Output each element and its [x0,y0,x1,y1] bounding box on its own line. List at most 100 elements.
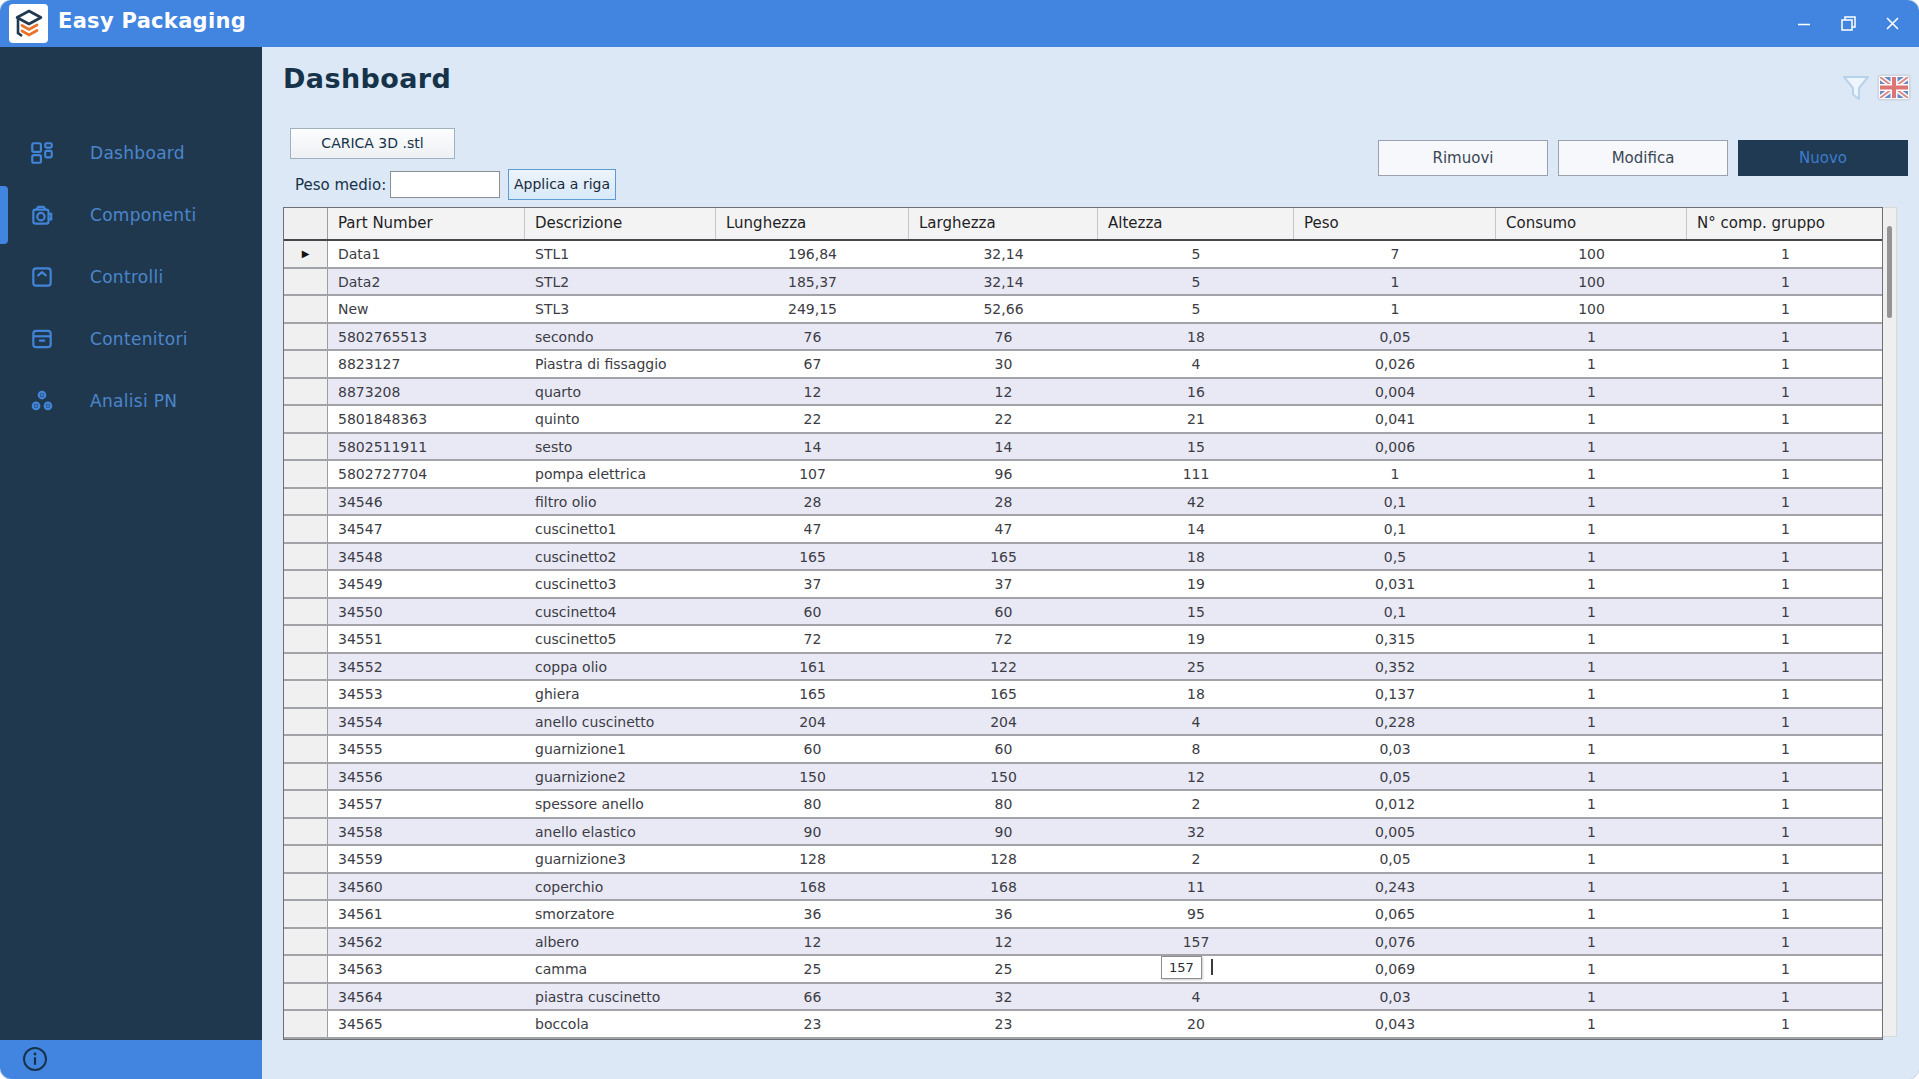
cell-peso[interactable]: 0,006 [1294,434,1496,460]
cell-larghezza[interactable]: 28 [909,489,1098,515]
cell-altezza[interactable]: 16 [1098,379,1294,405]
cell-part-number[interactable]: 34565 [328,1011,525,1037]
cell-altezza[interactable]: 19 [1098,571,1294,597]
cell-lunghezza[interactable]: 90 [716,819,909,845]
cell-lunghezza[interactable]: 196,84 [716,241,909,267]
cell-descrizione[interactable]: piastra cuscinetto [525,984,716,1010]
cell-n-comp-gruppo[interactable]: 1 [1687,901,1884,927]
cell-n-comp-gruppo[interactable]: 1 [1687,956,1884,982]
cell-descrizione[interactable]: coperchio [525,874,716,900]
cell-peso[interactable]: 0,5 [1294,544,1496,570]
cell-altezza[interactable]: 20 [1098,1011,1294,1037]
filter-funnel-icon[interactable] [1839,71,1873,105]
cell-part-number[interactable]: 34547 [328,516,525,542]
cell-altezza[interactable]: 95 [1098,901,1294,927]
cell-n-comp-gruppo[interactable]: 1 [1687,406,1884,432]
cell-n-comp-gruppo[interactable]: 1 [1687,1011,1884,1037]
column-header[interactable]: Descrizione [525,208,716,239]
cell-peso[interactable]: 1 [1294,269,1496,295]
cell-larghezza[interactable]: 22 [909,406,1098,432]
cell-larghezza[interactable]: 168 [909,874,1098,900]
cell-larghezza[interactable]: 165 [909,681,1098,707]
row-header[interactable] [284,599,328,625]
cell-descrizione[interactable]: anello cuscinetto [525,709,716,735]
table-row[interactable]: 5802727704pompa elettrica10796111111 [284,461,1882,489]
row-header[interactable] [284,626,328,652]
table-row[interactable]: 34565boccola2323200,04311 [284,1011,1882,1039]
cell-altezza[interactable]: 4 [1098,351,1294,377]
cell-n-comp-gruppo[interactable]: 1 [1687,736,1884,762]
cell-part-number[interactable]: 34554 [328,709,525,735]
cell-larghezza[interactable]: 150 [909,764,1098,790]
cell-consumo[interactable]: 1 [1496,599,1687,625]
table-row[interactable]: 34564piastra cuscinetto663240,0311 [284,984,1882,1012]
cell-lunghezza[interactable]: 60 [716,599,909,625]
column-header[interactable]: Larghezza [909,208,1098,239]
current-row-indicator[interactable]: ▶ [284,241,328,267]
row-header[interactable] [284,434,328,460]
cell-part-number[interactable]: 34559 [328,846,525,872]
cell-consumo[interactable]: 1 [1496,791,1687,817]
cell-descrizione[interactable]: camma [525,956,716,982]
cell-peso[interactable]: 0,1 [1294,489,1496,515]
cell-larghezza[interactable]: 25 [909,956,1098,982]
sidebar-item-controlli[interactable]: Controlli [0,246,262,308]
cell-lunghezza[interactable]: 161 [716,654,909,680]
table-row[interactable]: ▶Data1STL1196,8432,14571001 [284,241,1882,269]
cell-n-comp-gruppo[interactable]: 1 [1687,626,1884,652]
row-header[interactable] [284,956,328,982]
table-row[interactable]: 34558anello elastico9090320,00511 [284,819,1882,847]
column-header[interactable]: Lunghezza [716,208,909,239]
cell-lunghezza[interactable]: 12 [716,929,909,955]
row-header[interactable] [284,681,328,707]
cell-descrizione[interactable]: guarnizione2 [525,764,716,790]
cell-peso[interactable]: 0,069 [1294,956,1496,982]
cell-larghezza[interactable]: 30 [909,351,1098,377]
cell-larghezza[interactable]: 32,14 [909,241,1098,267]
table-row[interactable]: 34559guarnizione312812820,0511 [284,846,1882,874]
cell-n-comp-gruppo[interactable]: 1 [1687,709,1884,735]
cell-peso[interactable]: 0,05 [1294,764,1496,790]
cell-descrizione[interactable]: albero [525,929,716,955]
cell-peso[interactable]: 0,026 [1294,351,1496,377]
info-icon[interactable] [22,1046,48,1072]
row-header[interactable] [284,984,328,1010]
table-row[interactable]: 34551cuscinetto57272190,31511 [284,626,1882,654]
cell-part-number[interactable]: 34557 [328,791,525,817]
cell-part-number[interactable]: 34561 [328,901,525,927]
modifica-button[interactable]: Modifica [1558,140,1728,176]
cell-descrizione[interactable]: STL1 [525,241,716,267]
cell-descrizione[interactable]: secondo [525,324,716,350]
cell-altezza[interactable]: 18 [1098,544,1294,570]
peso-medio-input[interactable] [390,171,500,198]
cell-n-comp-gruppo[interactable]: 1 [1687,434,1884,460]
cell-peso[interactable]: 0,005 [1294,819,1496,845]
cell-descrizione[interactable]: pompa elettrica [525,461,716,487]
cell-consumo[interactable]: 1 [1496,929,1687,955]
cell-lunghezza[interactable]: 14 [716,434,909,460]
applica-a-riga-button[interactable]: Applica a riga [508,169,616,200]
table-row[interactable]: 34546filtro olio2828420,111 [284,489,1882,517]
row-header[interactable] [284,929,328,955]
cell-larghezza[interactable]: 32,14 [909,269,1098,295]
row-header[interactable] [284,489,328,515]
row-header[interactable] [284,571,328,597]
cell-consumo[interactable]: 1 [1496,351,1687,377]
cell-altezza[interactable]: 18 [1098,681,1294,707]
sidebar-item-dashboard[interactable]: Dashboard [0,122,262,184]
cell-larghezza[interactable]: 76 [909,324,1098,350]
cell-lunghezza[interactable]: 165 [716,681,909,707]
cell-n-comp-gruppo[interactable]: 1 [1687,489,1884,515]
table-row[interactable]: 34557spessore anello808020,01211 [284,791,1882,819]
cell-altezza[interactable]: 15 [1098,599,1294,625]
cell-consumo[interactable]: 1 [1496,544,1687,570]
cell-part-number[interactable]: 5802511911 [328,434,525,460]
row-header[interactable] [284,1011,328,1037]
cell-consumo[interactable]: 1 [1496,681,1687,707]
cell-lunghezza[interactable]: 76 [716,324,909,350]
cell-lunghezza[interactable]: 185,37 [716,269,909,295]
cell-part-number[interactable]: 5801848363 [328,406,525,432]
uk-flag-icon[interactable] [1878,75,1910,100]
cell-descrizione[interactable]: cuscinetto3 [525,571,716,597]
cell-larghezza[interactable]: 60 [909,599,1098,625]
